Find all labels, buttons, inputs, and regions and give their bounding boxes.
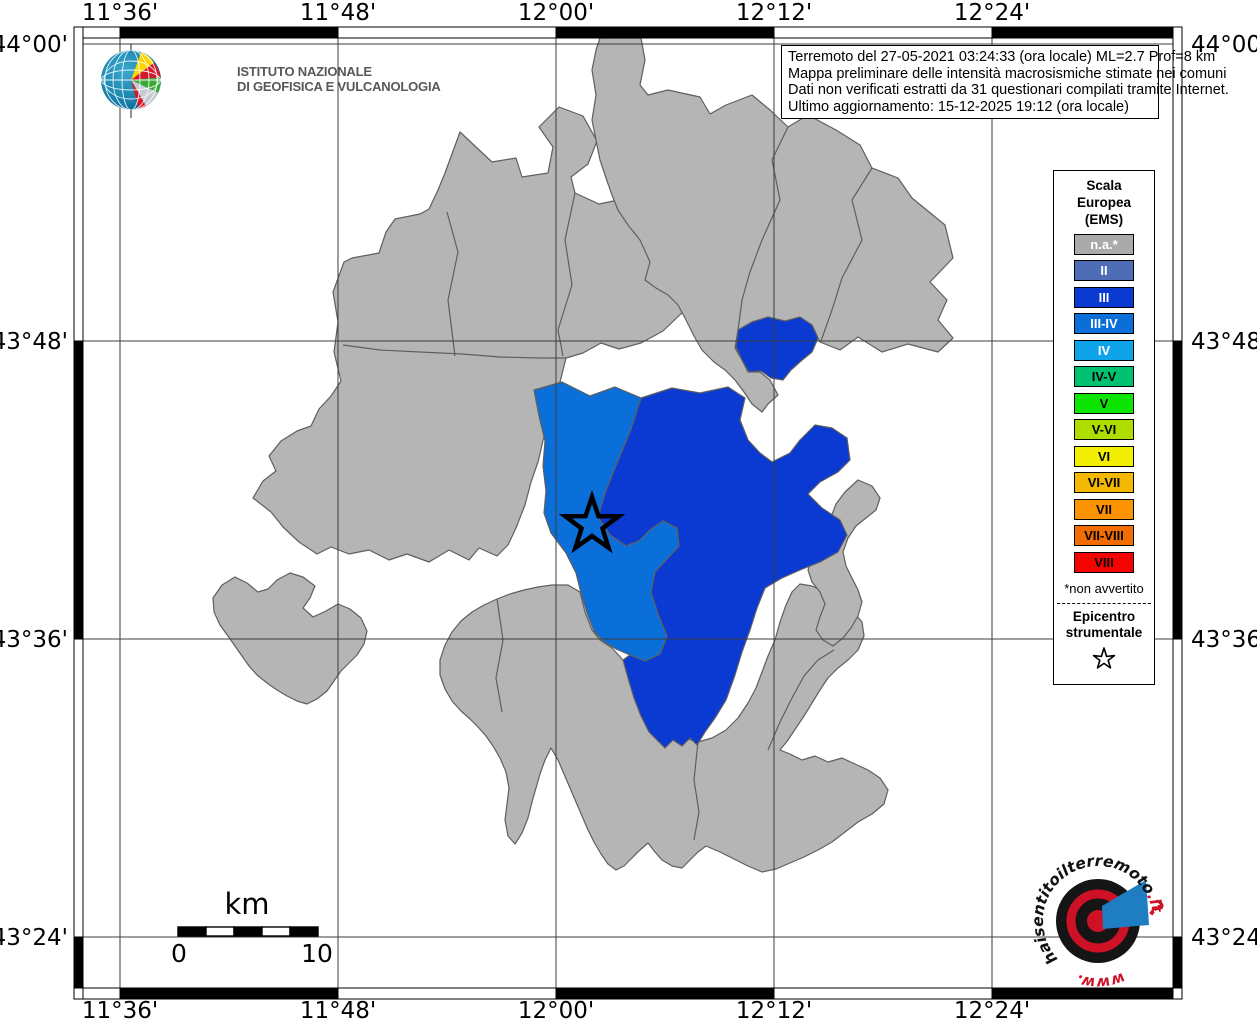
scalebar-segment <box>261 926 291 937</box>
map-epicenter-star <box>558 490 626 554</box>
legend-swatch-n-a-: n.a.* <box>1074 233 1134 255</box>
municipality-boundary-2 <box>446 211 459 357</box>
legend-swatches: n.a.* II III III-IV IV IV-V V V-VI VI VI-VII VII VI… <box>1054 233 1154 573</box>
epicenter-star-icon <box>558 490 626 554</box>
map-region-intensity-iii-iv-epicentral <box>533 381 680 662</box>
frame-band-segment <box>73 340 84 640</box>
frame-band-segment <box>773 26 993 39</box>
info-line-updated: Ultimo aggiornamento: 15-12-2025 19:12 (… <box>788 98 1129 115</box>
frame-band-segment <box>73 638 84 938</box>
legend-epicenter-star-icon <box>1092 646 1116 669</box>
haisentitoilterremoto-logo: haisentitoilterremoto.it www. ? <box>1029 852 1168 992</box>
lat-label-right: 43°48' <box>1191 329 1257 355</box>
municipality-boundary-0 <box>557 192 576 357</box>
legend-footnote: *non avvertito <box>1064 580 1144 596</box>
frame-band-segment <box>1172 638 1183 938</box>
legend-swatch-vii-viii: VII-VIII <box>1074 525 1134 546</box>
map-frame <box>73 26 1183 1000</box>
scalebar-segment <box>177 926 207 937</box>
lon-label-top: 11°36' <box>82 0 158 26</box>
lon-label-top: 12°24' <box>954 0 1030 26</box>
frame-band-segment <box>73 26 84 342</box>
lon-label-bottom: 12°00' <box>518 998 594 1024</box>
scalebar-segment <box>289 926 319 937</box>
lon-label-top: 11°48' <box>300 0 376 26</box>
svg-text:www.: www. <box>1073 969 1127 992</box>
logo-www-text: www. <box>1073 969 1127 992</box>
frame-band-segment <box>119 26 339 39</box>
legend-swatch-viii: VIII <box>1074 551 1134 573</box>
map-region-intensity-iii-small-ne <box>735 316 819 381</box>
lon-label-top: 12°12' <box>736 0 812 26</box>
lat-label-left: 43°36' <box>0 627 68 653</box>
legend-epicenter-line1: Epicentro <box>1072 608 1136 624</box>
legend-title-line2: Europea <box>1076 195 1131 210</box>
ingv-wordmark: ISTITUTO NAZIONALE DI GEOFISICA E VULCAN… <box>237 64 441 94</box>
lat-label-right: 44°00' <box>1191 32 1257 58</box>
municipality-boundary-3 <box>737 126 789 331</box>
legend-swatch-vi-vii: VI-VII <box>1074 472 1134 493</box>
frame-band-segment <box>1172 936 1183 989</box>
lon-label-bottom: 11°48' <box>300 998 376 1024</box>
frame-band-segment <box>1172 340 1183 640</box>
ingv-globe-icon <box>101 44 161 118</box>
legend-title: Scala Europea (EMS) <box>1054 177 1154 228</box>
map-regions <box>212 37 954 873</box>
lat-label-right: 43°36' <box>1191 627 1257 653</box>
info-line-map-type: Mappa preliminare delle intensità macros… <box>788 65 1227 82</box>
municipality-boundary-7 <box>495 598 504 713</box>
scalebar-segment <box>205 926 235 937</box>
legend-swatch-v: V <box>1074 392 1134 414</box>
frame-band-segment <box>555 26 775 39</box>
legend-title-line1: Scala <box>1086 178 1122 193</box>
lat-label-left: 43°48' <box>0 329 68 355</box>
logo-megaphone-icon <box>1102 880 1149 929</box>
municipality-boundary-1 <box>342 344 566 359</box>
lon-label-bottom: 12°12' <box>736 998 812 1024</box>
scalebar-end-label: 10 <box>301 939 333 968</box>
ingv-line2: DI GEOFISICA E VULCANOLOGIA <box>237 79 441 94</box>
legend-swatch-vi: VI <box>1074 445 1134 467</box>
municipality-boundary-6 <box>767 649 835 751</box>
lat-label-right: 43°24' <box>1191 925 1257 951</box>
lat-label-left: 43°24' <box>0 925 68 951</box>
graticule-grid <box>83 38 1173 988</box>
frame-band-segment <box>337 26 557 39</box>
ingv-line1: ISTITUTO NAZIONALE <box>237 64 372 79</box>
scalebar-unit-label: km <box>224 887 269 921</box>
lat-label-left: 44°00' <box>0 32 68 58</box>
lon-label-bottom: 12°24' <box>954 998 1030 1024</box>
legend-epicenter-title: Epicentro strumentale <box>1054 609 1154 641</box>
legend-swatch-vii: VII <box>1074 498 1134 520</box>
municipality-boundary-4 <box>820 167 873 342</box>
frame-band-segment <box>991 26 1174 39</box>
scalebar-start-label: 0 <box>171 939 187 968</box>
legend-title-line3: (EMS) <box>1084 212 1124 227</box>
scale-bar: km 0 10 <box>171 887 333 968</box>
ingv-logo: ISTITUTO NAZIONALE DI GEOFISICA E VULCAN… <box>95 42 441 122</box>
legend-swatch-iii: III <box>1074 286 1134 308</box>
municipality-boundaries <box>342 126 873 841</box>
municipality-boundary-5 <box>693 741 700 841</box>
info-line-event: Terremoto del 27-05-2021 03:24:33 (ora l… <box>788 49 1216 65</box>
earthquake-info-box: Terremoto del 27-05-2021 03:24:33 (ora l… <box>781 45 1229 119</box>
legend-divider <box>1057 602 1151 604</box>
frame-band-segment <box>73 987 84 1000</box>
legend-swatch-iii-iv: III-IV <box>1074 313 1134 334</box>
legend-swatch-iv-v: IV-V <box>1074 366 1134 387</box>
info-line-questionnaires: Dati non verificati estratti da 31 quest… <box>788 82 1229 98</box>
legend-swatch-v-vi: V-VI <box>1074 419 1134 440</box>
lon-label-top: 12°00' <box>518 0 594 26</box>
legend-epicenter-line2: strumentale <box>1065 624 1143 640</box>
legend-swatch-iv: IV <box>1074 339 1134 361</box>
frame-band-segment <box>1172 987 1183 1000</box>
lon-label-bottom: 11°36' <box>82 998 158 1024</box>
scalebar-segment <box>233 926 263 937</box>
frame-band-segment <box>73 936 84 989</box>
legend-swatch-ii: II <box>1074 260 1134 281</box>
ems-legend: Scala Europea (EMS) n.a.* II III III-IV IV IV… <box>1053 170 1155 685</box>
